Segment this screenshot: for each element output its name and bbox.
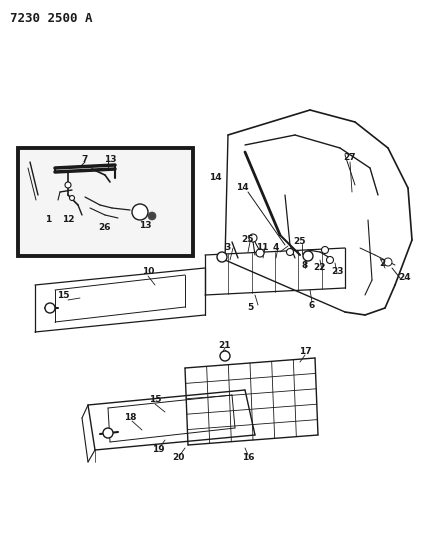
Circle shape (220, 351, 230, 361)
Circle shape (217, 252, 227, 262)
Circle shape (321, 246, 329, 254)
Text: 15: 15 (149, 395, 161, 405)
Text: 18: 18 (124, 414, 136, 423)
Circle shape (303, 251, 313, 261)
Text: 17: 17 (299, 348, 311, 357)
Text: 12: 12 (62, 215, 74, 224)
Text: 13: 13 (139, 221, 151, 230)
Text: 13: 13 (104, 155, 116, 164)
Text: 5: 5 (247, 303, 253, 312)
Circle shape (45, 303, 55, 313)
Circle shape (256, 249, 264, 257)
Text: 7: 7 (82, 156, 88, 165)
Text: 25: 25 (242, 236, 254, 245)
Text: 10: 10 (142, 268, 154, 277)
Text: 6: 6 (309, 301, 315, 310)
Circle shape (384, 258, 392, 266)
Text: 23: 23 (332, 268, 344, 277)
Circle shape (249, 234, 257, 242)
Text: 20: 20 (172, 454, 184, 463)
Text: 24: 24 (399, 273, 411, 282)
Text: 16: 16 (242, 454, 254, 463)
Text: 1: 1 (45, 215, 51, 224)
Text: 27: 27 (344, 154, 357, 163)
Circle shape (103, 428, 113, 438)
Text: 21: 21 (219, 341, 231, 350)
Circle shape (65, 182, 71, 188)
Text: 7230 2500 A: 7230 2500 A (10, 12, 92, 25)
Bar (18, 148, 193, 256)
Text: 15: 15 (57, 292, 69, 301)
Circle shape (148, 212, 156, 220)
Text: 22: 22 (314, 263, 326, 272)
Text: 14: 14 (209, 174, 221, 182)
Text: 25: 25 (294, 238, 306, 246)
Text: 4: 4 (273, 243, 279, 252)
Text: 11: 11 (256, 244, 268, 253)
Text: 3: 3 (225, 244, 231, 253)
Text: 26: 26 (99, 223, 111, 232)
Circle shape (132, 204, 148, 220)
Circle shape (327, 256, 333, 263)
Circle shape (69, 196, 74, 200)
Circle shape (286, 248, 294, 255)
Text: 8: 8 (302, 261, 308, 270)
Text: 14: 14 (236, 183, 248, 192)
Text: 2: 2 (379, 260, 385, 269)
Text: 19: 19 (152, 446, 164, 455)
